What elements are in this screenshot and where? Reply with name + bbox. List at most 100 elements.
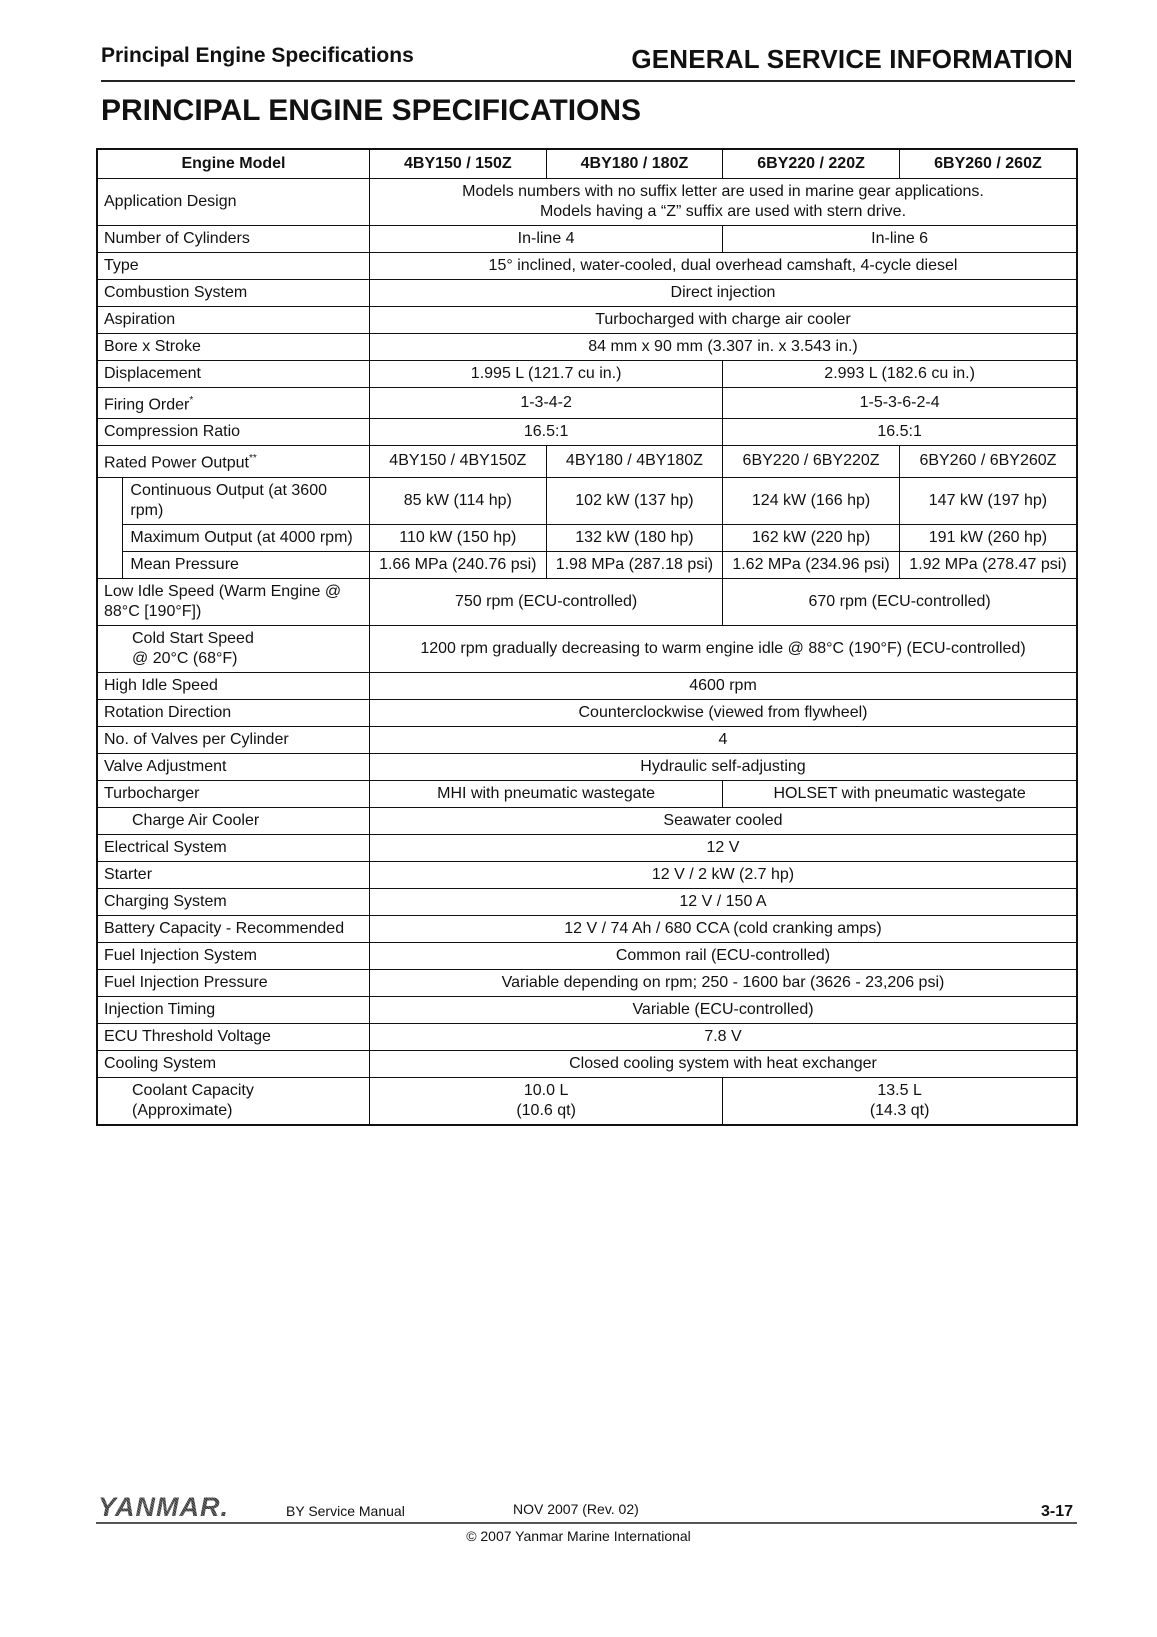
- footer-date: NOV 2007 (Rev. 02): [513, 1501, 639, 1517]
- row-label: Turbocharger: [96, 779, 370, 808]
- footnote-marker: **: [248, 453, 257, 465]
- row-label-text: ECU Threshold Voltage: [104, 1027, 271, 1045]
- running-header-chapter: GENERAL SERVICE INFORMATION: [631, 44, 1073, 74]
- table-row: Type 15° inclined, water-cooled, dual ove…: [96, 252, 1078, 280]
- table-row: Displacement 1.995 L (121.7 cu in.) 2.993 …: [96, 360, 1078, 388]
- spec-value: Seawater cooled: [368, 806, 1078, 835]
- spec-value: 4600 rpm: [368, 671, 1078, 700]
- column-header-model: 4BY180 / 180Z: [545, 148, 724, 179]
- copyright: © 2007 Yanmar Marine International: [466, 1528, 691, 1544]
- footer-manual-name: BY Service Manual: [286, 1503, 405, 1519]
- row-label-text: Low Idle Speed (Warm Engine @ 88°C [190°…: [104, 582, 342, 620]
- row-label-text: Compression Ratio: [104, 423, 241, 441]
- row-label-text: Charge Air Cooler: [132, 811, 260, 829]
- table-row: Electrical System 12 V: [96, 833, 1078, 862]
- row-label-text: No. of Valves per Cylinder: [104, 730, 289, 748]
- row-label: Starter: [96, 860, 370, 889]
- header-divider: [101, 80, 1075, 82]
- row-label: Maximum Output (at 4000 rpm): [122, 523, 370, 552]
- row-label: Aspiration: [96, 306, 370, 334]
- spec-value: 16.5:1: [368, 418, 724, 447]
- table-row: Rated Power Output** 4BY150 / 4BY150Z 4BY1…: [96, 445, 1078, 478]
- row-label: Bore x Stroke: [96, 333, 370, 361]
- spec-value: 1-5-3-6-2-4: [722, 386, 1078, 420]
- row-label-text: Valve Adjustment: [104, 757, 227, 775]
- row-label-text: Rotation Direction: [104, 703, 232, 721]
- row-label-text: Displacement: [104, 365, 201, 382]
- table-row: Continuous Output (at 3600 rpm) 85 kW (11…: [96, 476, 1078, 579]
- row-label: No. of Valves per Cylinder: [96, 725, 370, 754]
- row-label: Fuel Injection System: [96, 941, 370, 970]
- row-label: Injection Timing: [96, 995, 370, 1024]
- table-row: Compression Ratio 16.5:1 16.5:1: [96, 418, 1078, 447]
- table-row: Mean Pressure 1.66 MPa (240.76 psi) 1.98 M…: [97, 550, 1078, 579]
- spec-value: Models numbers with no suffix letter are…: [368, 178, 1078, 226]
- spec-value: 4BY180 / 4BY180Z: [545, 445, 724, 478]
- spec-value: Closed cooling system with heat exchange…: [368, 1049, 1078, 1078]
- row-label: Coolant Capacity (Approximate): [96, 1076, 370, 1126]
- row-label: Charging System: [96, 887, 370, 916]
- spec-value: MHI with pneumatic wastegate: [368, 779, 724, 808]
- row-label: Valve Adjustment: [96, 752, 370, 781]
- table-row: No. of Valves per Cylinder 4: [96, 725, 1078, 754]
- row-label-text: Injection Timing: [104, 1000, 216, 1018]
- row-label-text: Mean Pressure: [130, 555, 239, 573]
- table-row: Low Idle Speed (Warm Engine @ 88°C [190°…: [96, 577, 1078, 626]
- spec-value: 132 kW (180 hp): [545, 523, 724, 552]
- row-label-text: Aspiration: [104, 311, 176, 328]
- spec-value: 1.66 MPa (240.76 psi): [368, 550, 547, 579]
- row-label: Mean Pressure: [122, 550, 370, 579]
- row-label: Battery Capacity - Recommended: [96, 914, 370, 943]
- row-label: Continuous Output (at 3600 rpm): [122, 476, 370, 525]
- page-title: PRINCIPAL ENGINE SPECIFICATIONS: [101, 94, 642, 127]
- column-header-model: 6BY260 / 260Z: [898, 148, 1078, 179]
- row-label: Cold Start Speed @ 20°C (68°F): [96, 624, 370, 673]
- table-row: ECU Threshold Voltage 7.8 V: [96, 1022, 1078, 1051]
- table-row: Cold Start Speed @ 20°C (68°F) 1200 rpm g…: [96, 624, 1078, 673]
- spec-value: 15° inclined, water-cooled, dual overhea…: [368, 252, 1078, 280]
- row-label-text: Maximum Output (at 4000 rpm): [130, 528, 353, 546]
- page-number: 3-17: [1040, 1503, 1073, 1520]
- table-row: Aspiration Turbocharged with charge air c…: [96, 306, 1078, 334]
- spec-value: Variable (ECU-controlled): [368, 995, 1078, 1024]
- table-row: Injection Timing Variable (ECU-controlled…: [96, 995, 1078, 1024]
- spec-value: 12 V: [368, 833, 1078, 862]
- table-row: Bore x Stroke 84 mm x 90 mm (3.307 in. x …: [96, 333, 1078, 361]
- table-row: Maximum Output (at 4000 rpm) 110 kW (150 …: [97, 523, 1078, 552]
- table-row: Combustion System Direct injection: [96, 279, 1078, 307]
- spec-value: Direct injection: [368, 279, 1078, 307]
- row-label: Compression Ratio: [96, 418, 370, 447]
- table-row: Coolant Capacity (Approximate) 10.0 L (10…: [96, 1076, 1078, 1126]
- spec-value: 16.5:1: [722, 418, 1078, 447]
- row-label-text: Fuel Injection Pressure: [104, 973, 268, 991]
- row-label: Cooling System: [96, 1049, 370, 1078]
- table-row: Firing Order* 1-3-4-2 1-5-3-6-2-4: [96, 386, 1078, 420]
- spec-value: 13.5 L (14.3 qt): [722, 1076, 1078, 1126]
- spec-value: 162 kW (220 hp): [722, 523, 900, 552]
- table-row: Number of Cylinders In-line 4 In-line 6: [96, 225, 1078, 253]
- row-label: Electrical System: [96, 833, 370, 862]
- row-label-text: Type: [104, 257, 139, 274]
- row-label: Charge Air Cooler: [96, 806, 370, 835]
- row-label-text: Combustion System: [104, 284, 248, 301]
- spec-value: 670 rpm (ECU-controlled): [722, 577, 1078, 626]
- row-label-text: Electrical System: [104, 838, 227, 856]
- row-label: Combustion System: [96, 279, 370, 307]
- column-header-model: 6BY220 / 220Z: [722, 148, 900, 179]
- row-label: Number of Cylinders: [96, 225, 370, 253]
- table-row: Rotation Direction Counterclockwise (view…: [96, 698, 1078, 727]
- row-label-text: Battery Capacity - Recommended: [104, 919, 345, 937]
- spec-value: 12 V / 150 A: [368, 887, 1078, 916]
- spec-value: In-line 6: [722, 225, 1078, 253]
- spec-value: 84 mm x 90 mm (3.307 in. x 3.543 in.): [368, 333, 1078, 361]
- spec-value: HOLSET with pneumatic wastegate: [722, 779, 1078, 808]
- spec-value: 6BY260 / 6BY260Z: [898, 445, 1078, 478]
- spec-value: 10.0 L (10.6 qt): [368, 1076, 724, 1126]
- row-label-text: Fuel Injection System: [104, 946, 257, 964]
- spec-value: Hydraulic self-adjusting: [368, 752, 1078, 781]
- spec-value: 1200 rpm gradually decreasing to warm en…: [368, 624, 1078, 673]
- sub-row-gutter: [96, 476, 124, 579]
- spec-value: 4BY150 / 4BY150Z: [368, 445, 547, 478]
- spec-value: 2.993 L (182.6 cu in.): [722, 360, 1078, 388]
- spec-value: 1.62 MPa (234.96 psi): [722, 550, 900, 579]
